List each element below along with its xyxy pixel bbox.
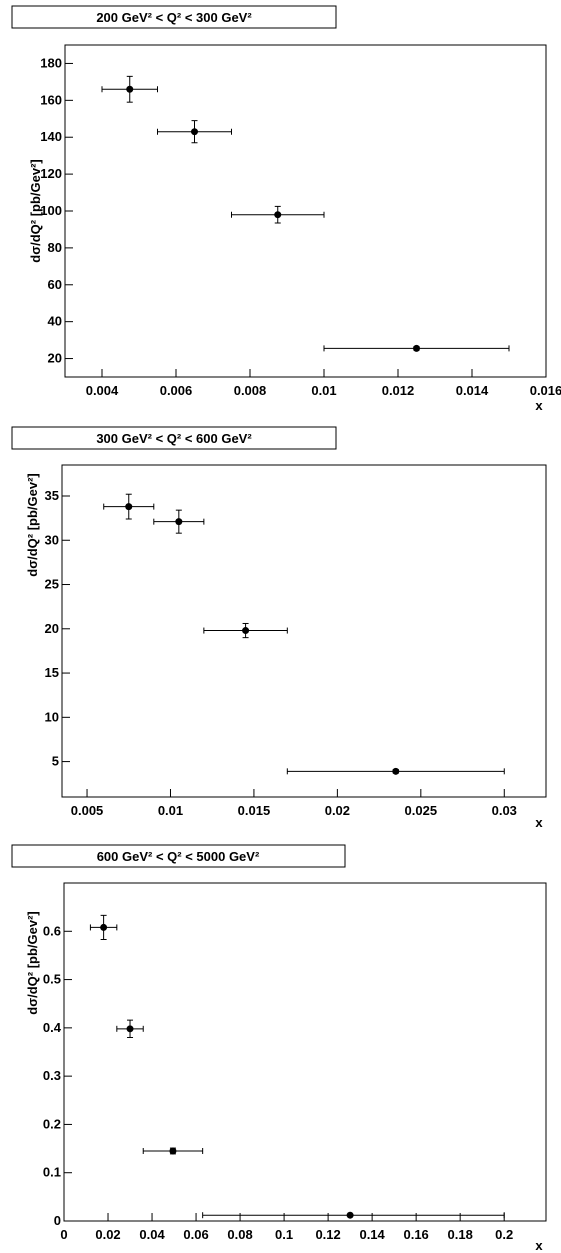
panel-1-x-ticks: 0.005 0.01 0.015 0.02 0.025 0.03 <box>71 789 517 818</box>
x-tick-label: 0.04 <box>139 1227 165 1242</box>
data-point <box>89 914 118 940</box>
data-marker <box>242 627 250 635</box>
panel-2-x-ticks: 0 0.02 0.04 0.06 0.08 0.1 0.12 0.14 0.16 0.18 0.2 <box>60 1213 513 1242</box>
y-tick-label: 30 <box>45 532 59 547</box>
y-tick-label: 5 <box>52 754 59 769</box>
panel-1-title: 300 GeV² < Q² < 600 GeV² <box>96 431 252 446</box>
y-tick-label: 25 <box>45 577 59 592</box>
x-tick-label: 0.008 <box>234 383 267 398</box>
y-tick-label: 160 <box>40 92 62 107</box>
y-tick-label: 15 <box>45 665 59 680</box>
data-marker <box>191 128 198 136</box>
panel-1-data-points <box>103 493 505 775</box>
y-tick-label: 60 <box>48 277 62 292</box>
y-tick-label: 40 <box>48 314 62 329</box>
panel-1-y-axis-label: dσ/dQ² [pb/Gev²] <box>25 473 40 577</box>
x-tick-label: 0.016 <box>530 383 561 398</box>
data-point <box>231 205 325 224</box>
panel-0-plot-frame <box>64 44 547 378</box>
panel-0: 200 GeV² < Q² < 300 GeV² dσ/dQ² [pb/Gev²… <box>11 5 561 413</box>
y-tick-label: 0 <box>54 1213 61 1228</box>
panel-2-data-points <box>89 914 505 1219</box>
x-tick-label: 0.08 <box>227 1227 252 1242</box>
panel-2-y-ticks: 0 0.1 0.2 0.3 0.4 0.5 0.6 <box>43 923 72 1228</box>
x-tick-label: 0.18 <box>448 1227 473 1242</box>
panel-0-title-box <box>11 5 337 29</box>
x-tick-label: 0.02 <box>95 1227 120 1242</box>
x-tick-label: 0.14 <box>359 1227 385 1242</box>
y-tick-label: 180 <box>40 55 62 70</box>
y-tick-label: 100 <box>40 203 62 218</box>
data-point <box>203 622 288 639</box>
data-point <box>286 767 505 775</box>
panel-2-plot-frame <box>63 882 547 1222</box>
x-tick-label: 0.2 <box>495 1227 513 1242</box>
x-tick-label: 0.06 <box>183 1227 208 1242</box>
data-point <box>153 509 205 534</box>
panel-1-plot-frame <box>61 464 547 798</box>
y-tick-label: 0.6 <box>43 923 61 938</box>
x-tick-label: 0.12 <box>315 1227 340 1242</box>
y-tick-label: 10 <box>45 709 59 724</box>
y-tick-label: 0.4 <box>43 1020 62 1035</box>
x-tick-label: 0.16 <box>403 1227 428 1242</box>
data-marker <box>346 1211 354 1219</box>
x-tick-label: 0.004 <box>86 383 119 398</box>
y-tick-label: 140 <box>40 129 62 144</box>
x-tick-label: 0.03 <box>492 803 517 818</box>
x-tick-label: 0.01 <box>158 803 183 818</box>
data-marker <box>100 923 108 931</box>
panel-2-x-axis-label: x <box>535 1238 543 1253</box>
data-marker <box>126 1025 134 1033</box>
x-tick-label: 0.01 <box>311 383 336 398</box>
y-tick-label: 80 <box>48 240 62 255</box>
x-tick-label: 0.1 <box>275 1227 293 1242</box>
y-tick-label: 20 <box>48 351 62 366</box>
panel-0-y-ticks: 20 40 60 80 100 120 140 160 180 <box>40 55 73 366</box>
data-point <box>157 120 232 144</box>
x-tick-label: 0.006 <box>160 383 193 398</box>
y-tick-label: 20 <box>45 621 59 636</box>
data-marker <box>175 518 183 526</box>
data-marker <box>125 503 133 511</box>
y-tick-label: 120 <box>40 166 62 181</box>
panel-0-x-ticks: 0.004 0.006 0.008 0.01 0.012 0.014 0.016 <box>86 369 561 398</box>
data-marker <box>392 767 400 775</box>
panel-0-title: 200 GeV² < Q² < 300 GeV² <box>96 10 252 25</box>
data-point <box>202 1211 505 1219</box>
panel-0-x-axis-label: x <box>535 398 543 413</box>
x-tick-label: 0 <box>60 1227 67 1242</box>
x-tick-label: 0.012 <box>382 383 415 398</box>
x-tick-label: 0.005 <box>71 803 104 818</box>
data-point <box>142 1147 204 1155</box>
panel-0-y-axis-label: dσ/dQ² [pb/Gev²] <box>28 159 43 263</box>
data-point <box>116 1019 144 1039</box>
y-tick-label: 0.2 <box>43 1116 61 1131</box>
x-tick-label: 0.02 <box>325 803 350 818</box>
panel-1: 300 GeV² < Q² < 600 GeV² dσ/dQ² [pb/Gev²… <box>11 426 547 830</box>
panel-1-y-ticks: 5 10 15 20 25 30 35 <box>45 488 70 769</box>
y-tick-label: 0.3 <box>43 1068 61 1083</box>
y-tick-label: 35 <box>45 488 59 503</box>
panel-2-y-axis-label: dσ/dQ² [pb/Gev²] <box>25 911 40 1015</box>
data-point <box>103 493 155 520</box>
y-tick-label: 0.1 <box>43 1165 61 1180</box>
data-marker <box>274 211 282 219</box>
x-tick-label: 0.014 <box>456 383 489 398</box>
panel-1-x-axis-label: x <box>535 815 543 830</box>
data-marker <box>126 85 134 93</box>
panel-2: 600 GeV² < Q² < 5000 GeV² dσ/dQ² [pb/Gev… <box>11 844 547 1253</box>
data-marker <box>413 344 420 352</box>
data-marker <box>169 1147 177 1155</box>
data-point <box>323 344 510 352</box>
panel-0-data-points <box>101 75 510 352</box>
panel-2-title: 600 GeV² < Q² < 5000 GeV² <box>97 849 260 864</box>
x-tick-label: 0.015 <box>238 803 271 818</box>
panel-2-title-box <box>11 844 346 868</box>
panel-1-title-box <box>11 426 337 450</box>
y-tick-label: 0.5 <box>43 972 61 987</box>
x-tick-label: 0.025 <box>405 803 438 818</box>
data-point <box>101 75 158 103</box>
